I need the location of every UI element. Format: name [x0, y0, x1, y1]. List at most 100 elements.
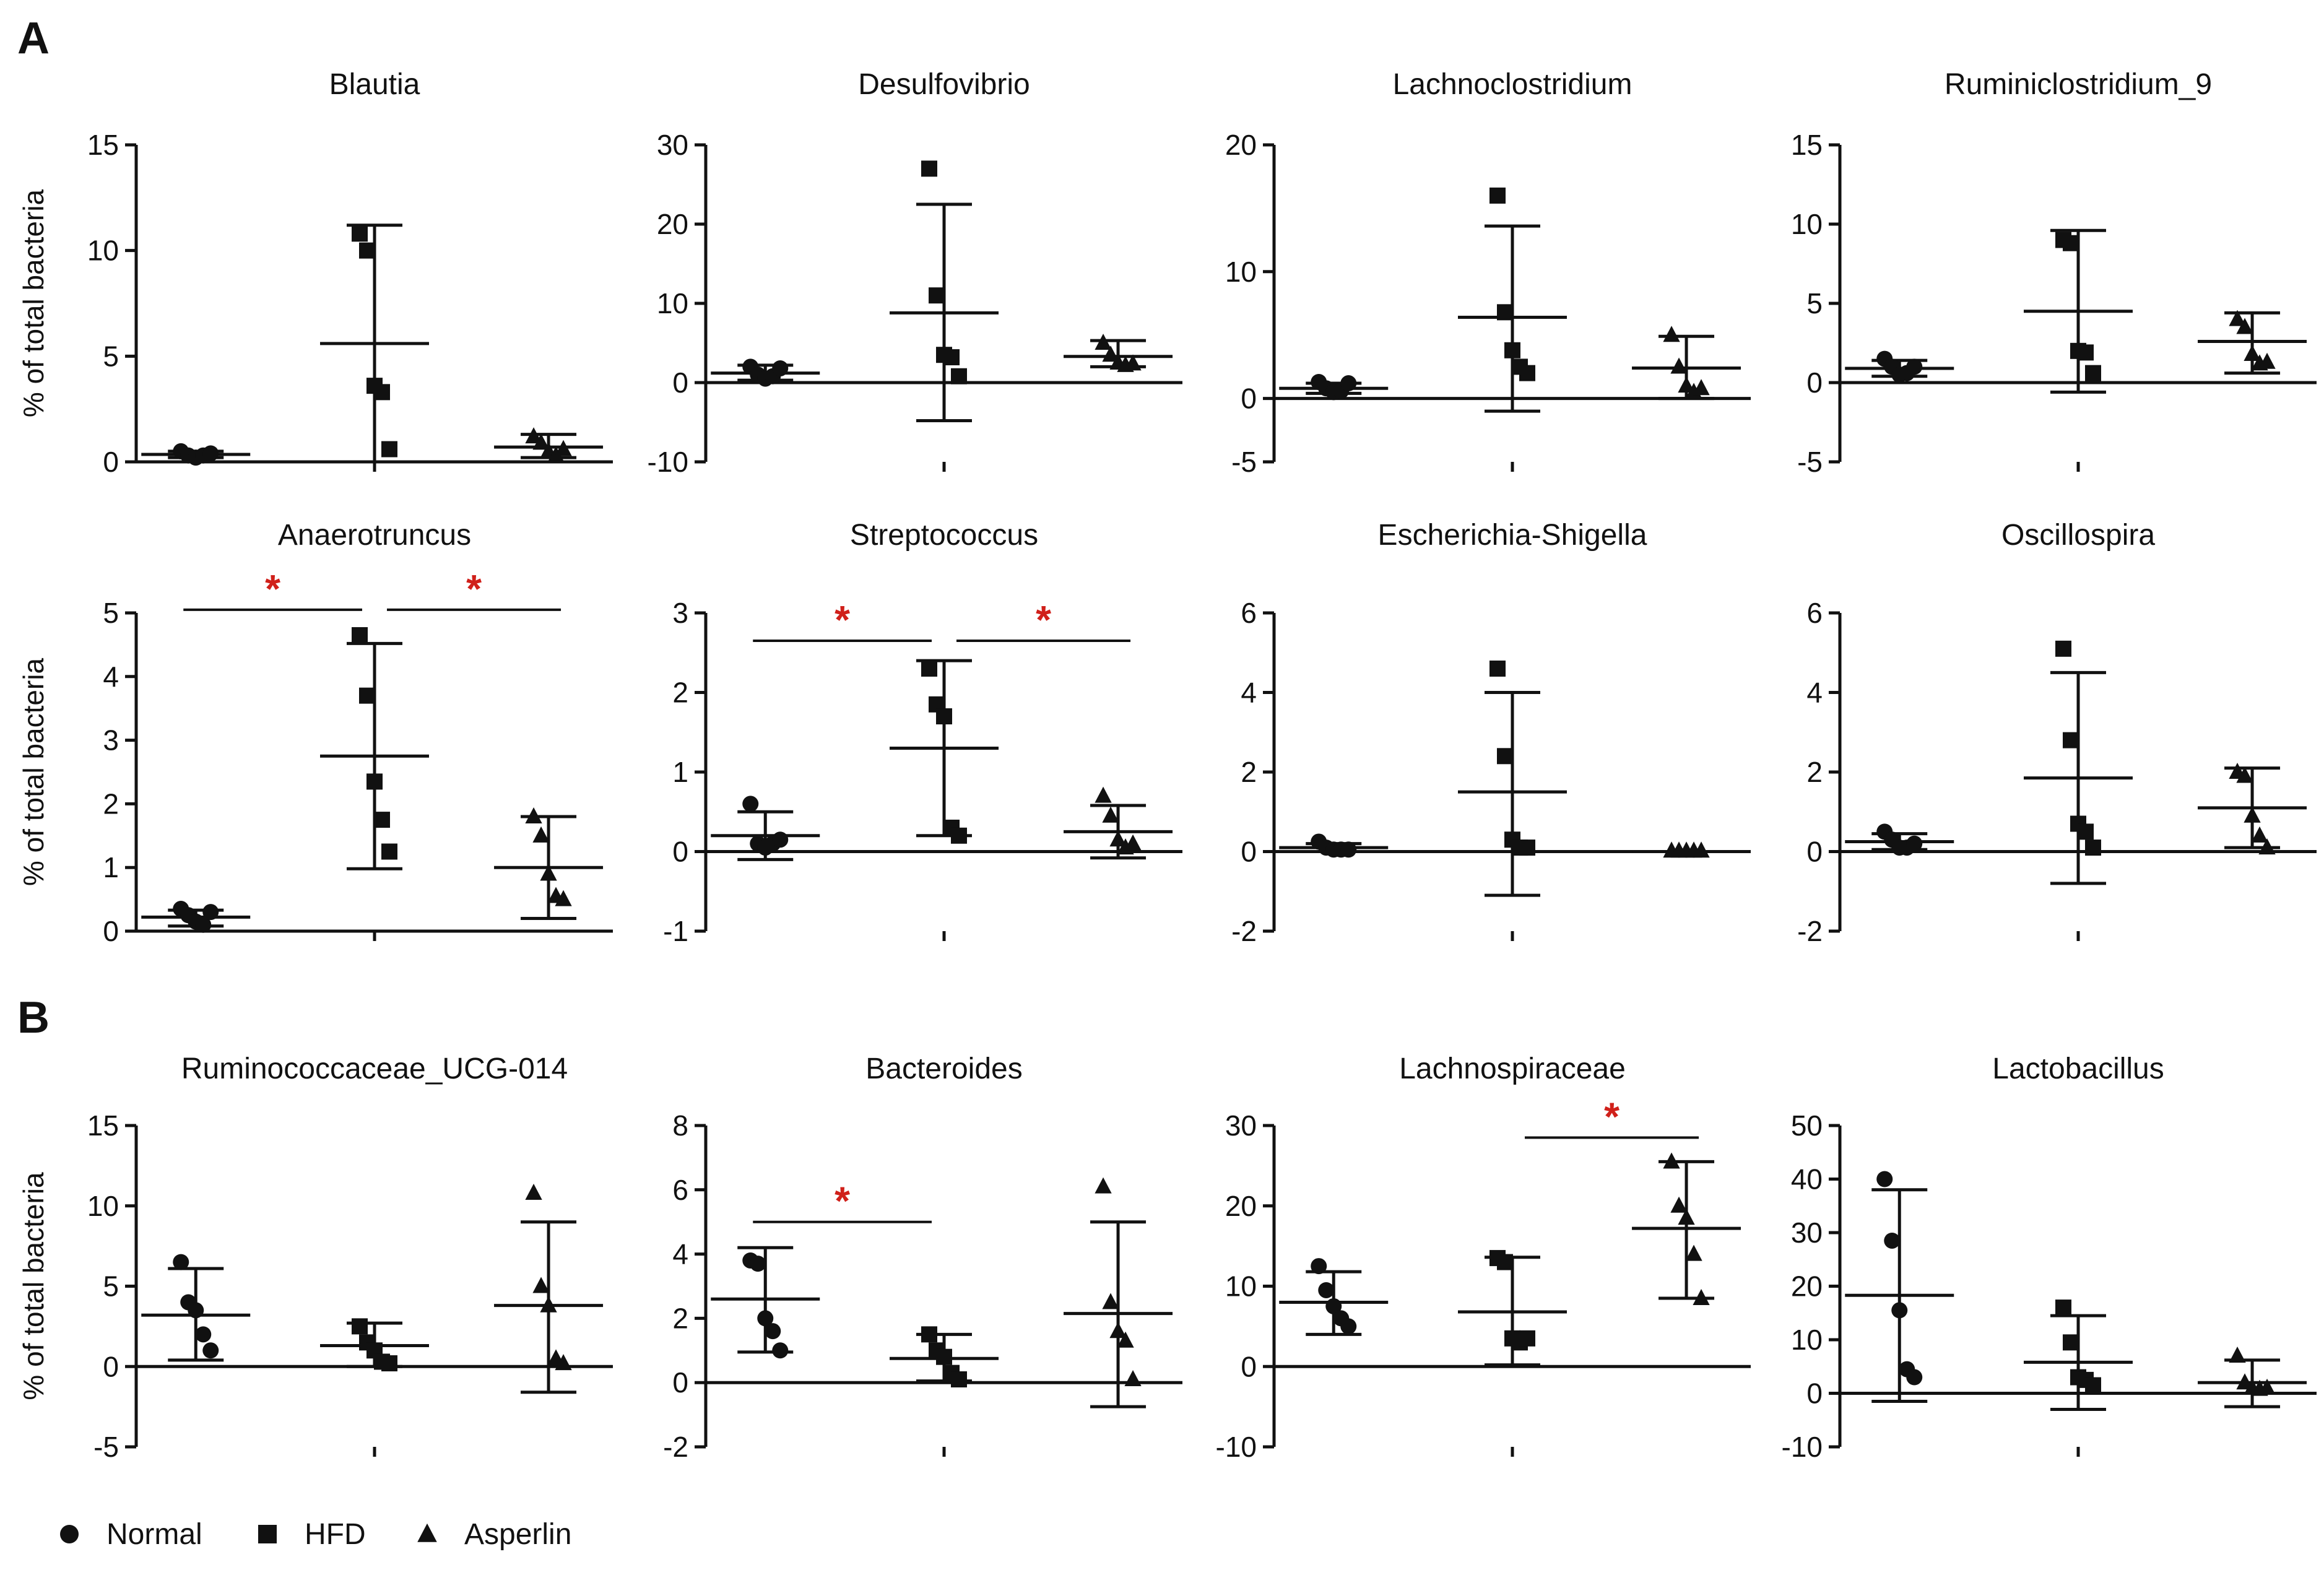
- y-tick-label: 0: [1806, 836, 1823, 868]
- group-asperlin: [2198, 1347, 2307, 1408]
- y-tick-label: 50: [1791, 1109, 1823, 1142]
- data-point: [772, 831, 789, 848]
- data-point: [765, 1323, 781, 1340]
- group-normal: [141, 443, 251, 466]
- data-point: [555, 1354, 572, 1371]
- data-point: [1504, 342, 1520, 358]
- data-point: [540, 1296, 557, 1312]
- data-point: [1693, 1289, 1710, 1306]
- y-tick-label: 8: [672, 1109, 688, 1142]
- data-point: [202, 904, 219, 921]
- panel-letter-a: A: [17, 14, 50, 63]
- data-point: [1497, 1254, 1513, 1270]
- y-tick-label: 0: [103, 915, 119, 947]
- data-point: [1519, 1330, 1535, 1347]
- y-axis-label: % of total bacteria: [17, 1172, 50, 1400]
- y-tick-label: 2: [672, 677, 688, 709]
- legend-item-normal: Normal: [60, 1518, 202, 1551]
- group-hfd: [320, 223, 429, 464]
- legend-triangle-icon: [417, 1523, 437, 1542]
- group-hfd: [890, 160, 999, 422]
- data-point: [525, 1184, 542, 1200]
- data-point: [202, 445, 219, 462]
- data-point: [951, 368, 967, 384]
- data-point: [1906, 358, 1923, 375]
- group-asperlin: [2198, 763, 2307, 855]
- data-point: [929, 287, 945, 304]
- legend-label: HFD: [305, 1518, 366, 1551]
- data-point: [742, 796, 759, 812]
- data-point: [772, 360, 789, 376]
- data-point: [381, 843, 397, 860]
- y-tick-label: 2: [672, 1302, 688, 1334]
- group-hfd: [320, 627, 429, 870]
- y-axis-label: % of total bacteria: [17, 189, 50, 417]
- data-point: [352, 627, 368, 643]
- group-hfd: [2024, 640, 2133, 885]
- group-asperlin: [494, 807, 604, 920]
- data-point: [374, 812, 390, 828]
- y-tick-label: 20: [1791, 1270, 1823, 1303]
- y-tick-label: -10: [1782, 1431, 1823, 1463]
- y-tick-label: -5: [93, 1431, 119, 1463]
- y-tick-label: -2: [663, 1431, 688, 1463]
- data-point: [381, 441, 397, 458]
- chart-title: Lachnoclostridium: [1393, 68, 1632, 101]
- chart-title: Ruminococcaceae_UCG-014: [181, 1052, 568, 1085]
- data-point: [2078, 344, 2094, 361]
- data-point: [532, 1277, 550, 1293]
- data-point: [936, 1348, 952, 1365]
- data-point: [1497, 304, 1513, 321]
- y-tick-label: 6: [1806, 597, 1823, 629]
- y-tick-label: 30: [1791, 1217, 1823, 1249]
- chart-title: Anaerotruncus: [278, 519, 471, 552]
- group-asperlin: [1632, 841, 1741, 858]
- chart-title: Desulfovibrio: [858, 68, 1030, 101]
- significance-star: *: [265, 566, 280, 611]
- data-point: [921, 160, 937, 177]
- data-point: [1678, 376, 1695, 393]
- data-point: [188, 1302, 204, 1319]
- data-point: [1489, 187, 1506, 204]
- legend-item-hfd: HFD: [258, 1518, 366, 1551]
- group-hfd: [890, 1326, 999, 1388]
- y-tick-label: 20: [1225, 129, 1257, 161]
- data-point: [1884, 1232, 1901, 1249]
- data-point: [1678, 1208, 1695, 1225]
- data-point: [1685, 1244, 1702, 1261]
- group-normal: [1845, 1171, 1954, 1403]
- panel-letter-b: B: [17, 993, 50, 1043]
- y-tick-label: 0: [1241, 383, 1257, 415]
- data-point: [359, 687, 375, 704]
- group-hfd: [1458, 660, 1567, 897]
- legend-square-icon: [258, 1525, 277, 1543]
- data-point: [1325, 1298, 1342, 1314]
- legend: Normal HFD Asperlin: [60, 1518, 571, 1551]
- group-asperlin: [1632, 326, 1741, 401]
- y-tick-label: 10: [657, 287, 688, 319]
- data-point: [1095, 1177, 1112, 1194]
- chart-title: Blautia: [329, 68, 420, 101]
- chart-escherichia-shigella: Escherichia-Shigella -2 0 2 4 6: [1231, 519, 1751, 947]
- data-point: [1124, 1370, 1142, 1387]
- group-hfd: [320, 1318, 429, 1372]
- y-tick-label: 2: [1806, 756, 1823, 788]
- data-point: [1670, 357, 1688, 374]
- data-point: [352, 225, 368, 242]
- group-hfd: [2024, 1299, 2133, 1411]
- group-hfd: [1458, 1250, 1567, 1367]
- group-asperlin: [494, 427, 604, 462]
- data-point: [750, 1256, 766, 1272]
- data-point: [1906, 835, 1923, 852]
- data-point: [1340, 375, 1357, 392]
- y-tick-label: 10: [87, 235, 119, 267]
- y-tick-label: 10: [1791, 208, 1823, 240]
- group-normal: [1279, 1258, 1389, 1336]
- data-point: [1497, 748, 1513, 765]
- group-hfd: [890, 659, 999, 844]
- legend-item-asperlin: Asperlin: [417, 1518, 571, 1551]
- significance-star: *: [1036, 597, 1051, 642]
- data-point: [1117, 1331, 1134, 1348]
- data-point: [1693, 379, 1710, 396]
